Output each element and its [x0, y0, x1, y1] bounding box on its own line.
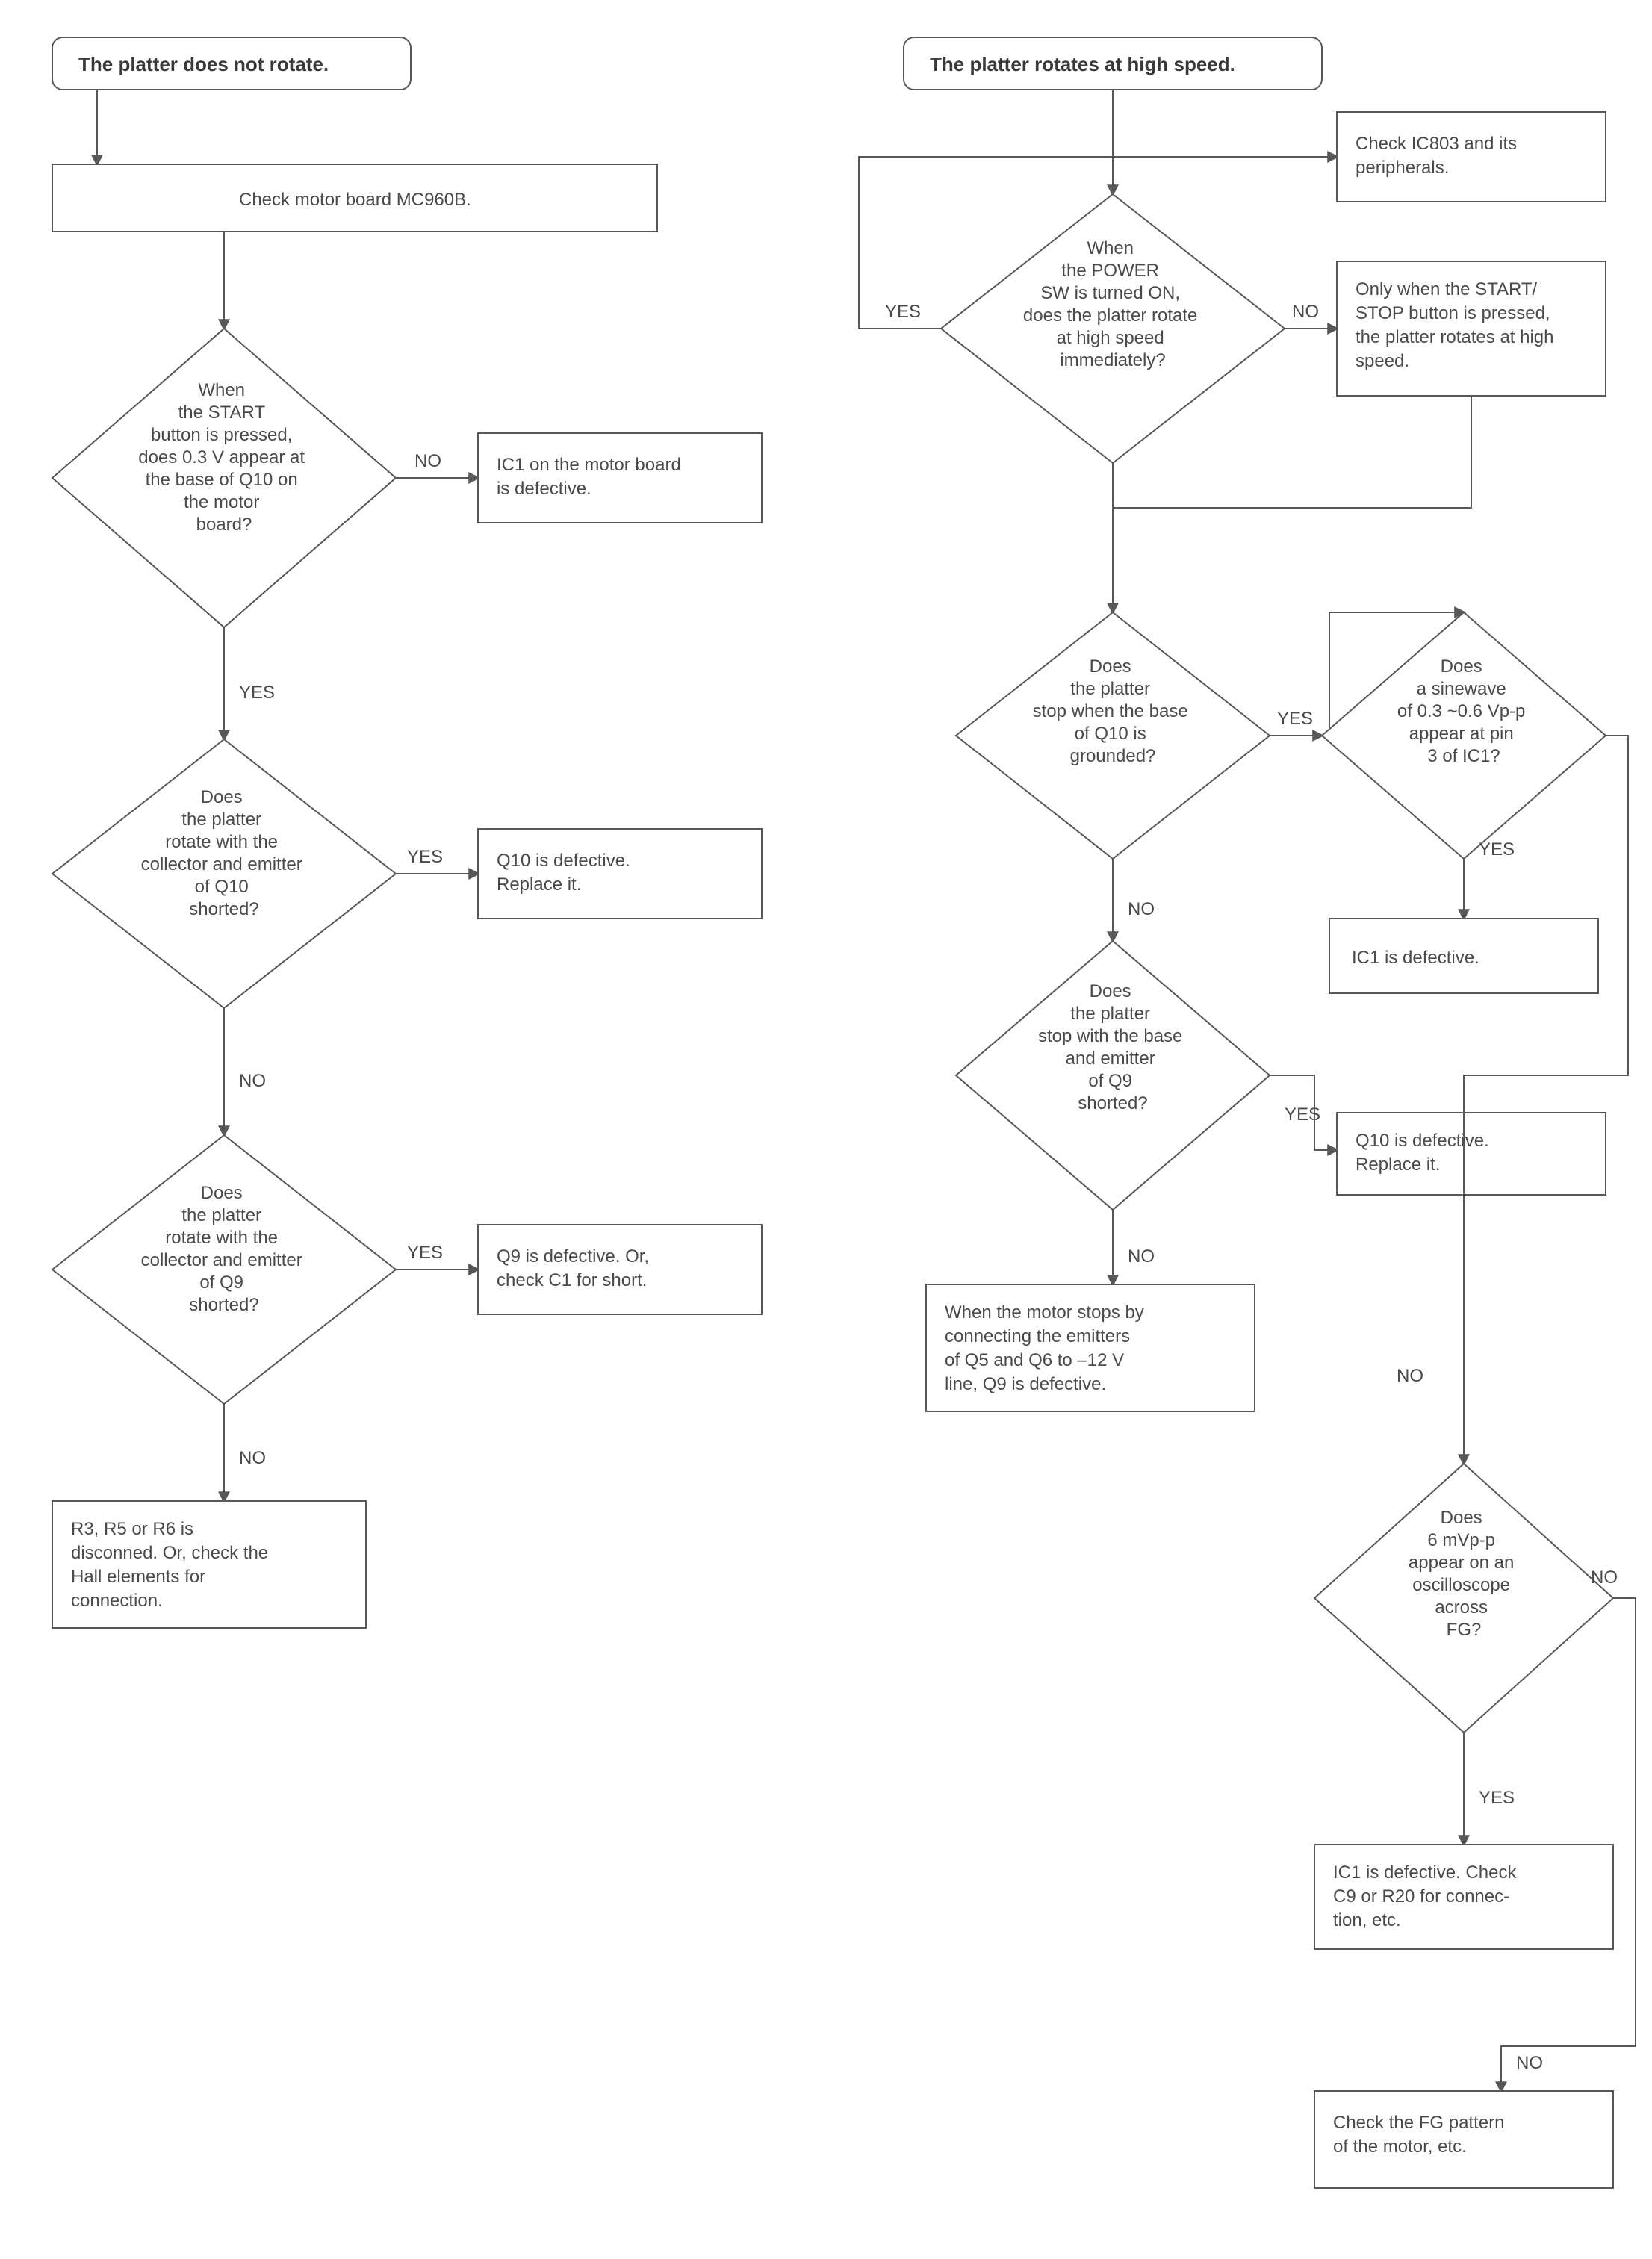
label-no: NO [1591, 1567, 1618, 1588]
label-yes: YES [407, 1243, 443, 1263]
right-title-text: The platter rotates at high speed. [930, 53, 1235, 75]
label-no: NO [414, 451, 441, 471]
right-d3-yes-text: IC1 is defective. [1352, 948, 1479, 968]
left-d2-yes-box [478, 829, 762, 919]
label-no: NO [1128, 1246, 1155, 1267]
label-yes: YES [1277, 709, 1313, 729]
right-d1-yes-box [1337, 112, 1606, 202]
label-yes: YES [885, 302, 921, 322]
left-d1-no-box [478, 433, 762, 523]
label-no: NO [239, 1071, 266, 1091]
label-no: NO [1397, 1366, 1423, 1386]
left-title-text: The platter does not rotate. [78, 53, 329, 75]
label-yes: YES [407, 847, 443, 867]
label-no: NO [1292, 302, 1319, 322]
left-d3-yes-box [478, 1225, 762, 1314]
flowchart-canvas: The platter does not rotate. Check motor… [0, 0, 1652, 2259]
label-yes: YES [1479, 839, 1515, 860]
label-no: NO [239, 1448, 266, 1468]
label-yes: YES [1479, 1788, 1515, 1808]
label-no: NO [1516, 2053, 1543, 2073]
label-no: NO [1128, 899, 1155, 919]
label-yes: YES [239, 683, 275, 703]
right-d4-yes-box [1337, 1113, 1606, 1195]
left-step1-text: Check motor board MC960B. [239, 190, 471, 210]
label-yes: YES [1285, 1104, 1320, 1125]
